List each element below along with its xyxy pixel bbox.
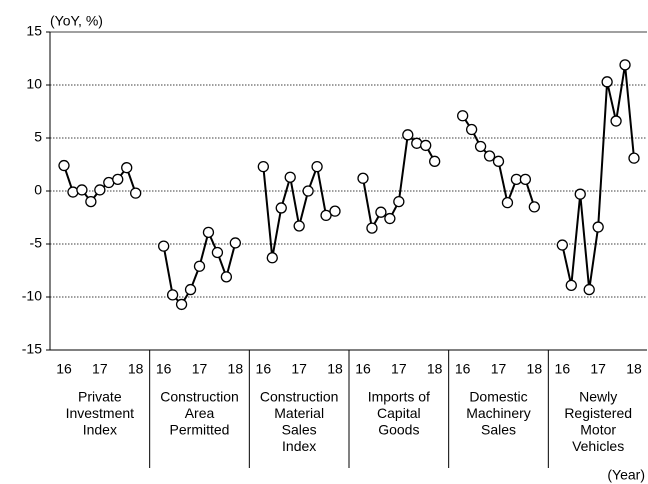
- group-label: Index: [282, 438, 316, 454]
- point: [58, 159, 70, 172]
- point: [284, 171, 296, 183]
- point: [519, 173, 532, 185]
- x-tick-label: 17: [92, 361, 108, 377]
- point: [202, 226, 215, 238]
- x-tick-label: 17: [491, 361, 507, 377]
- group-label: Index: [83, 422, 117, 438]
- point: [420, 139, 432, 152]
- group-label: Goods: [378, 422, 419, 438]
- x-tick-label: 17: [590, 361, 606, 377]
- x-tick-label: 16: [355, 361, 371, 377]
- x-tick-label: 18: [626, 361, 642, 377]
- point: [528, 201, 540, 213]
- point: [375, 206, 387, 218]
- group-label: Investment: [66, 405, 135, 421]
- point: [85, 195, 97, 208]
- point: [130, 187, 142, 199]
- y-tick-label: -10: [22, 288, 42, 304]
- point: [329, 205, 341, 217]
- x-tick-label: 16: [455, 361, 471, 377]
- x-tick-label: 16: [256, 361, 272, 377]
- point: [357, 172, 369, 184]
- y-tick-label: 0: [34, 182, 42, 198]
- point: [393, 195, 405, 208]
- group-label: Domestic: [469, 389, 527, 405]
- group-label: Sales: [481, 422, 516, 438]
- group-label: Machinery: [466, 405, 531, 421]
- point: [501, 197, 514, 209]
- point: [628, 152, 640, 164]
- y-tick-label: 10: [26, 76, 42, 92]
- group-label: Newly: [579, 389, 617, 405]
- x-tick-label: 16: [555, 361, 571, 377]
- point: [474, 140, 487, 153]
- y-tick-label: 15: [26, 23, 42, 39]
- point: [220, 271, 233, 283]
- x-tick-label: 18: [527, 361, 543, 377]
- point: [166, 289, 179, 301]
- point: [158, 240, 170, 252]
- point: [457, 110, 469, 122]
- group-label: Imports of: [368, 389, 430, 405]
- x-tick-label: 17: [391, 361, 407, 377]
- group-label: Motor: [580, 422, 616, 438]
- group-label: Permitted: [170, 422, 230, 438]
- group-label: Construction: [260, 389, 339, 405]
- y-tick-label: -15: [22, 341, 42, 357]
- x-tick-label: 18: [128, 361, 144, 377]
- point: [429, 155, 441, 167]
- point: [402, 129, 414, 141]
- point: [275, 202, 287, 214]
- point: [193, 260, 206, 272]
- series-line: [561, 64, 635, 290]
- group-label: Area: [185, 405, 215, 421]
- point: [384, 212, 396, 225]
- point: [619, 59, 631, 71]
- x-tick-label: 18: [327, 361, 343, 377]
- x-tick-label: 17: [192, 361, 208, 377]
- y-tick-label: 5: [34, 129, 42, 145]
- x-tick-label: 16: [56, 361, 72, 377]
- point: [483, 150, 496, 162]
- x-tick-label: 16: [156, 361, 172, 377]
- point: [184, 283, 197, 296]
- point: [266, 252, 278, 264]
- point: [583, 283, 595, 296]
- point: [211, 246, 224, 259]
- point: [366, 222, 378, 234]
- point: [76, 184, 88, 196]
- group-label: Vehicles: [572, 438, 624, 454]
- point: [257, 160, 269, 173]
- point: [302, 185, 314, 197]
- y-tick-label: -5: [30, 235, 43, 251]
- x-tick-label: 18: [228, 361, 244, 377]
- x-axis-label: (Year): [607, 467, 645, 483]
- point: [320, 209, 332, 222]
- point: [112, 173, 124, 185]
- point: [592, 221, 604, 233]
- point: [311, 160, 323, 173]
- group-label: Construction: [160, 389, 239, 405]
- point: [601, 76, 613, 88]
- point: [465, 123, 478, 136]
- point: [121, 162, 133, 174]
- point: [565, 279, 577, 291]
- point: [293, 220, 305, 232]
- group-label: Private: [78, 389, 122, 405]
- point: [175, 298, 188, 311]
- group-label: Sales: [282, 422, 317, 438]
- point: [574, 188, 586, 200]
- x-tick-label: 17: [291, 361, 307, 377]
- point: [556, 239, 568, 251]
- group-label: Registered: [564, 405, 632, 421]
- group-label: Capital: [377, 405, 421, 421]
- point: [492, 155, 505, 167]
- y-axis-label: (YoY, %): [50, 13, 103, 29]
- point: [94, 184, 106, 196]
- group-label: Material: [274, 405, 324, 421]
- point: [229, 237, 241, 249]
- x-tick-label: 18: [427, 361, 443, 377]
- point: [610, 115, 622, 127]
